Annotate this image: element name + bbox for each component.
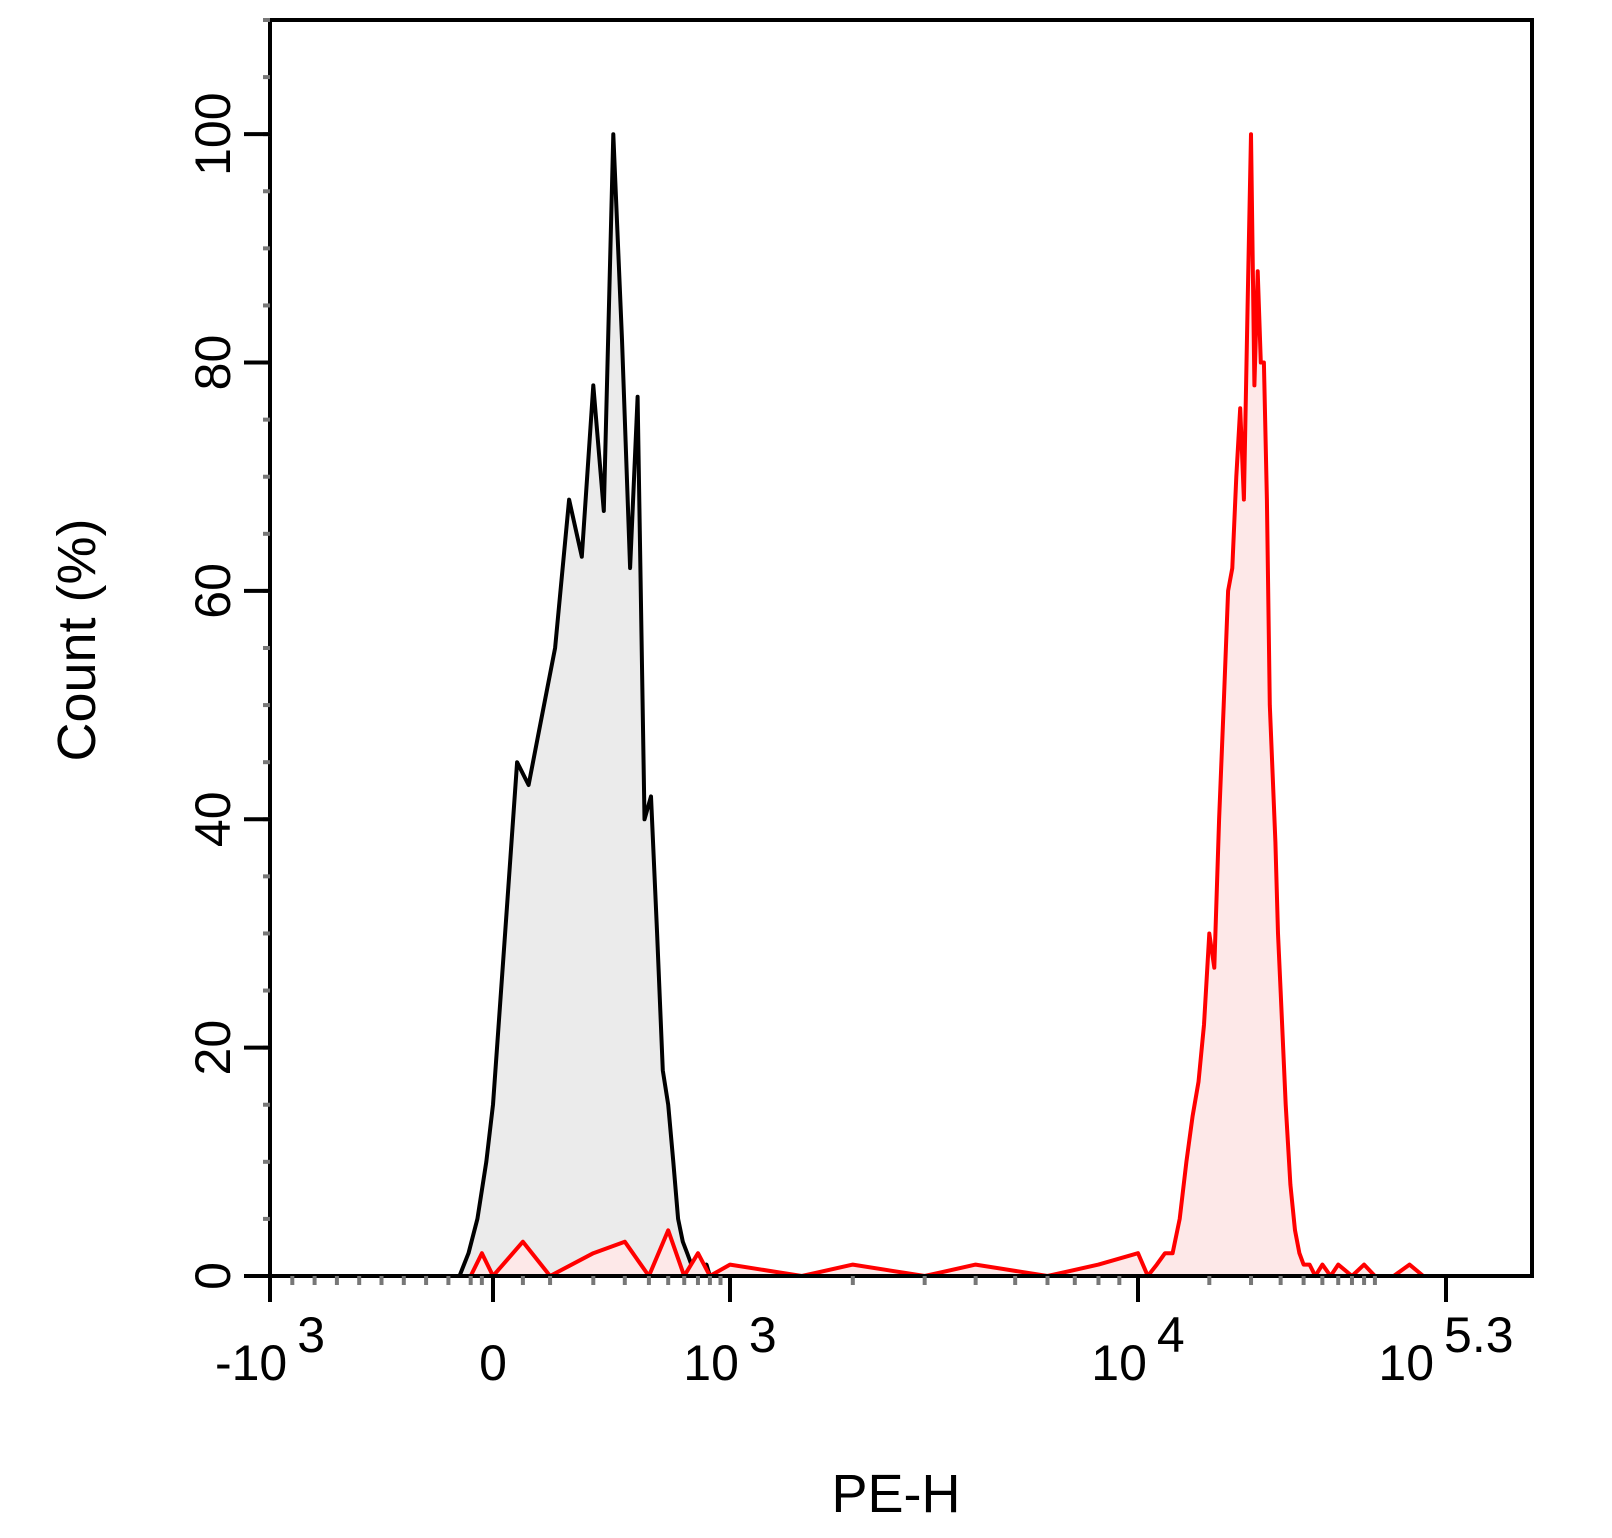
- y-tick-label: 20: [185, 1020, 241, 1076]
- sample-histogram-fill: [470, 134, 1424, 1277]
- plot-frame: [268, 18, 1534, 1278]
- y-tick-label: 40: [185, 791, 241, 847]
- x-tick-label: -10 3: [215, 1307, 325, 1391]
- y-axis-title: Count (%): [47, 518, 107, 761]
- x-axis-title: PE-H: [831, 1464, 960, 1524]
- x-tick-label: 10 5.3: [1378, 1307, 1513, 1391]
- y-tick-label: 0: [185, 1262, 241, 1290]
- x-tick-label: 0: [479, 1335, 507, 1391]
- sample-histogram-line: [468, 132, 1425, 1278]
- axes: 0 20 40 60 80 100 -10 3 0 10 3 10 4 10 5.3: [185, 18, 1534, 1391]
- x-tick-label: 10 3: [683, 1307, 776, 1391]
- y-tick-label: 100: [185, 92, 241, 175]
- x-tick-label: 10 4: [1091, 1307, 1184, 1391]
- plot-area: [457, 132, 1425, 1278]
- control-histogram-fill: [459, 134, 714, 1277]
- y-tick-label: 80: [185, 335, 241, 391]
- y-tick-label: 60: [185, 563, 241, 619]
